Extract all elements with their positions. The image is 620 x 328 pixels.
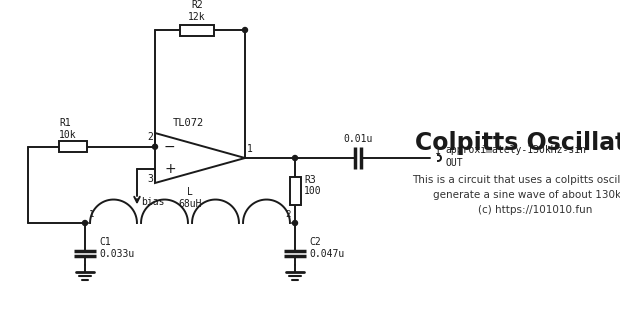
Circle shape — [293, 155, 298, 160]
Text: R3
100: R3 100 — [304, 175, 322, 196]
Text: approximately-130kHz-sin: approximately-130kHz-sin — [445, 145, 586, 155]
Text: 1: 1 — [247, 144, 253, 154]
Circle shape — [82, 220, 87, 226]
Text: R1
10k: R1 10k — [59, 118, 77, 140]
Text: OUT: OUT — [445, 158, 463, 168]
Text: 2: 2 — [147, 132, 153, 142]
Text: +: + — [164, 162, 175, 176]
Circle shape — [242, 28, 247, 32]
Text: C2
0.047u: C2 0.047u — [309, 237, 344, 259]
Text: 2: 2 — [286, 210, 291, 219]
Text: C1
0.033u: C1 0.033u — [99, 237, 135, 259]
Text: 1: 1 — [89, 210, 94, 219]
Text: 1: 1 — [435, 146, 441, 156]
Bar — [290, 176, 301, 204]
Circle shape — [293, 220, 298, 226]
Text: Colpitts Oscillator: Colpitts Oscillator — [415, 131, 620, 155]
Text: 0.01u: 0.01u — [343, 134, 373, 144]
Text: TL072: TL072 — [173, 118, 204, 128]
Text: generate a sine wave of about 130kHz.: generate a sine wave of about 130kHz. — [433, 190, 620, 200]
Bar — [180, 25, 214, 35]
Text: 3: 3 — [147, 174, 153, 184]
Text: L
68uH: L 68uH — [179, 187, 202, 209]
Text: R2
12k: R2 12k — [188, 0, 206, 22]
Text: −: − — [164, 140, 175, 154]
Text: bias: bias — [141, 197, 164, 207]
Text: (c) https://101010.fun: (c) https://101010.fun — [478, 205, 592, 215]
Text: This is a circuit that uses a colpitts oscillator to: This is a circuit that uses a colpitts o… — [412, 175, 620, 185]
Bar — [59, 141, 87, 152]
Circle shape — [153, 144, 157, 149]
